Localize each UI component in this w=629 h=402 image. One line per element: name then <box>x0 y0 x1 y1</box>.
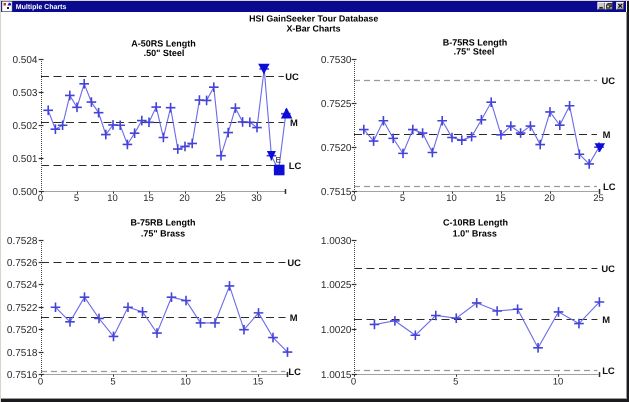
svg-text:C-10RB Length: C-10RB Length <box>443 217 508 227</box>
svg-text:0: 0 <box>351 193 356 204</box>
svg-text:0.501: 0.501 <box>12 154 37 165</box>
svg-text:1.0030: 1.0030 <box>321 236 352 247</box>
svg-text:5: 5 <box>400 193 405 204</box>
svg-text:10: 10 <box>553 377 564 388</box>
svg-text:15: 15 <box>143 193 154 204</box>
svg-text:30: 30 <box>251 193 262 204</box>
svg-text:0.7515: 0.7515 <box>321 187 352 198</box>
svg-text:25: 25 <box>215 193 226 204</box>
svg-text:0.504: 0.504 <box>12 55 37 66</box>
svg-text:15: 15 <box>253 377 264 388</box>
svg-text:.50" Steel: .50" Steel <box>144 48 185 58</box>
svg-text:UC: UC <box>601 263 615 274</box>
svg-text:B-75RS Length: B-75RS Length <box>443 37 508 47</box>
svg-text:1.0" Brass: 1.0" Brass <box>453 228 497 238</box>
svg-text:10: 10 <box>180 377 191 388</box>
svg-text:25: 25 <box>593 193 604 204</box>
svg-text:5: 5 <box>453 377 458 388</box>
svg-text:1.0015: 1.0015 <box>321 370 352 381</box>
svg-text:0.7528: 0.7528 <box>7 236 38 247</box>
svg-text:LC: LC <box>603 181 616 192</box>
svg-text:0.7524: 0.7524 <box>7 280 38 291</box>
svg-text:0.7520: 0.7520 <box>321 143 352 154</box>
svg-text:M: M <box>290 312 298 323</box>
svg-text:.75" Brass: .75" Brass <box>141 228 185 238</box>
svg-text:LC: LC <box>288 366 301 377</box>
svg-text:0.7518: 0.7518 <box>7 348 38 359</box>
svg-text:10: 10 <box>107 193 118 204</box>
svg-text:M: M <box>290 117 298 128</box>
svg-text:UC: UC <box>287 257 301 268</box>
svg-text:1.0020: 1.0020 <box>321 325 352 336</box>
svg-text:E: E <box>276 155 281 164</box>
svg-text:UC: UC <box>285 71 299 82</box>
svg-text:X-Bar Charts: X-Bar Charts <box>286 24 340 34</box>
svg-text:0.7522: 0.7522 <box>7 303 38 314</box>
svg-text:A-50RS Length: A-50RS Length <box>131 39 196 49</box>
svg-text:0.502: 0.502 <box>12 121 37 132</box>
svg-text:LC: LC <box>289 160 302 171</box>
svg-text:0: 0 <box>38 193 43 204</box>
svg-text:0: 0 <box>351 377 356 388</box>
svg-text:0.7520: 0.7520 <box>7 325 38 336</box>
svg-text:0.7516: 0.7516 <box>7 370 38 381</box>
svg-text:M: M <box>602 314 610 325</box>
svg-text:20: 20 <box>179 193 190 204</box>
svg-text:15: 15 <box>495 193 506 204</box>
svg-text:B-75RB Length: B-75RB Length <box>131 217 196 227</box>
svg-text:M: M <box>603 129 611 140</box>
svg-text:Multiple Charts: Multiple Charts <box>16 3 67 11</box>
svg-text:HSI GainSeeker Tour Database: HSI GainSeeker Tour Database <box>249 13 378 23</box>
svg-text:LC: LC <box>602 365 615 376</box>
svg-text:0.7525: 0.7525 <box>321 99 352 110</box>
svg-text:20: 20 <box>544 193 555 204</box>
svg-text:0.7530: 0.7530 <box>321 55 352 66</box>
svg-text:UC: UC <box>602 75 616 86</box>
svg-text:5: 5 <box>110 377 115 388</box>
svg-text:0.503: 0.503 <box>12 88 37 99</box>
svg-text:.75" Steel: .75" Steel <box>454 46 495 56</box>
svg-text:1.0025: 1.0025 <box>321 280 352 291</box>
svg-text:0.500: 0.500 <box>12 187 37 198</box>
svg-text:5: 5 <box>74 193 79 204</box>
svg-text:0.7526: 0.7526 <box>7 258 38 269</box>
svg-text:0: 0 <box>38 377 43 388</box>
svg-text:10: 10 <box>446 193 457 204</box>
